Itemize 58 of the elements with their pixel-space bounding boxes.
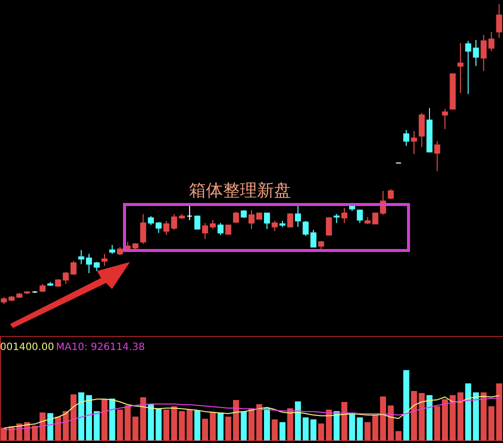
candlestick [287,212,294,228]
bar [264,408,270,440]
candlestick [356,210,363,224]
bar [341,402,348,440]
candlestick [218,222,224,236]
candlestick [186,204,193,220]
bar [210,412,216,440]
bar [47,413,54,440]
candlestick [233,211,240,224]
candlestick [496,4,502,38]
candlestick [465,40,472,94]
bar [279,422,286,440]
bar [55,416,62,440]
candlestick [480,34,487,72]
bar [272,419,278,440]
candlestick [101,253,108,266]
bar [202,418,208,440]
candlestick [310,229,316,248]
candlestick [326,216,332,236]
bar [240,411,247,440]
candlestick [388,188,394,200]
bar [287,408,294,440]
bar [194,410,200,440]
bar [457,392,464,440]
bar [403,370,410,440]
candlestick [411,130,418,154]
bar [434,406,440,440]
bar [426,395,432,440]
candlestick [418,112,425,148]
bar [356,417,363,440]
candlestick [488,31,494,52]
text: MA10: 926114.38 [56,342,145,353]
candlestick [341,208,348,224]
bar [334,411,340,440]
bar [310,419,316,440]
bar [101,399,108,440]
candlestick [140,214,146,244]
candlestick [294,205,301,228]
bar [109,398,116,440]
bar [480,392,487,440]
bar [318,424,324,440]
bar [326,410,332,440]
bar [472,392,479,440]
candlestick [264,212,270,230]
candlestick [442,108,448,130]
candlestick [457,42,464,94]
candlestick [272,220,278,232]
bar [364,422,371,440]
annotation: 箱体整理新盘 [189,181,291,201]
candlestick [194,216,200,230]
candlestick [434,140,440,172]
candlestick [472,40,479,67]
bar [218,412,224,440]
bar [465,383,472,440]
bar [349,412,356,440]
candlestick [403,130,410,146]
candlestick [202,222,208,240]
candlestick [302,220,309,236]
